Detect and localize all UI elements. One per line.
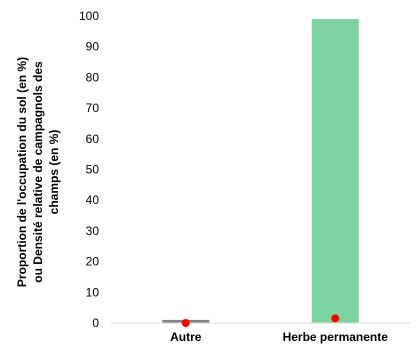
bar-series <box>162 19 359 323</box>
y-axis-title-line-1: Proportion de l'occupation du sol (en %) <box>15 57 29 287</box>
y-tick-label: 90 <box>86 40 100 54</box>
y-tick-label: 0 <box>92 316 99 330</box>
y-tick-label: 100 <box>79 9 99 23</box>
x-tick-label: Autre <box>170 330 202 344</box>
y-tick-label: 20 <box>86 255 100 269</box>
y-axis-title-line-2: ou Densité relative de campagnols des <box>31 61 45 283</box>
x-tick-label: Herbe permanente <box>283 330 389 344</box>
point-0 <box>181 319 190 327</box>
point-series <box>181 314 340 327</box>
y-axis-ticks: 0 10 20 30 40 50 60 70 80 90 100 <box>79 9 99 330</box>
y-axis-title-line-3: champs (en %) <box>47 130 61 215</box>
y-tick-label: 50 <box>86 163 100 177</box>
y-axis-title: Proportion de l'occupation du sol (en %)… <box>15 57 61 287</box>
y-tick-label: 80 <box>86 70 100 84</box>
y-tick-label: 70 <box>86 101 100 115</box>
y-tick-label: 10 <box>86 285 100 299</box>
point-1 <box>331 314 340 323</box>
y-tick-label: 60 <box>86 132 100 146</box>
bar-1 <box>311 19 359 323</box>
y-tick-label: 30 <box>86 224 100 238</box>
x-axis-labels: Autre Herbe permanente <box>170 330 388 344</box>
y-tick-label: 40 <box>86 193 100 207</box>
